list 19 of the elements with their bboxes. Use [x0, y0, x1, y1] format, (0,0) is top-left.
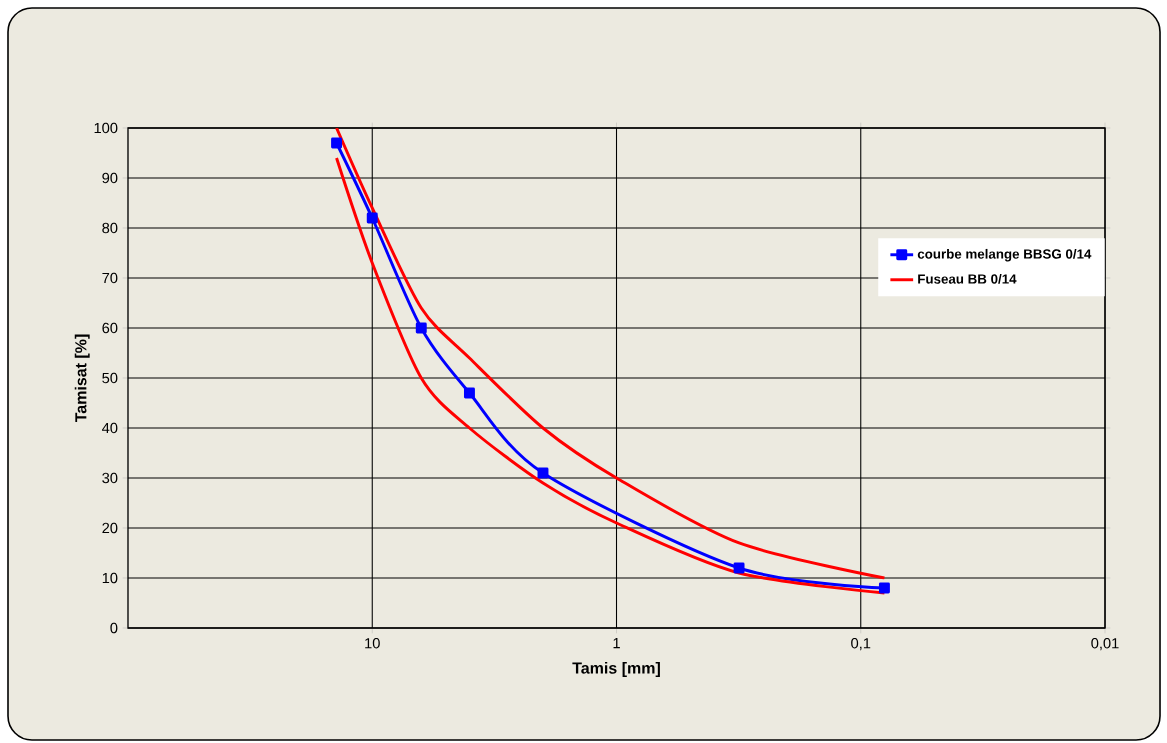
x-axis-title: Tamis [mm] [572, 661, 660, 677]
y-tick-label: 100 [94, 122, 118, 134]
x-tick-label: 10 [365, 638, 380, 649]
x-tick-label: 0,01 [1091, 638, 1119, 651]
y-tick-label: 10 [102, 572, 118, 584]
y-tick-label: 70 [102, 272, 118, 284]
y-tick-label: 20 [102, 522, 118, 534]
y-tick-label: 60 [102, 322, 118, 334]
y-tick-label: 50 [102, 372, 118, 384]
y-tick-label: 30 [102, 472, 118, 484]
legend-label: courbe melange BBSG 0/14 [917, 248, 1092, 262]
y-axis-title: Tamisat [%] [74, 334, 90, 423]
y-tick-label: 0 [110, 622, 118, 634]
y-tick-label: 40 [102, 422, 118, 434]
legend-label: Fuseau BB 0/14 [918, 273, 1017, 284]
y-tick-label: 80 [102, 222, 118, 234]
x-tick-label: 0,1 [851, 638, 871, 651]
x-tick-label: 1 [613, 638, 620, 649]
y-tick-label: 90 [102, 172, 118, 184]
